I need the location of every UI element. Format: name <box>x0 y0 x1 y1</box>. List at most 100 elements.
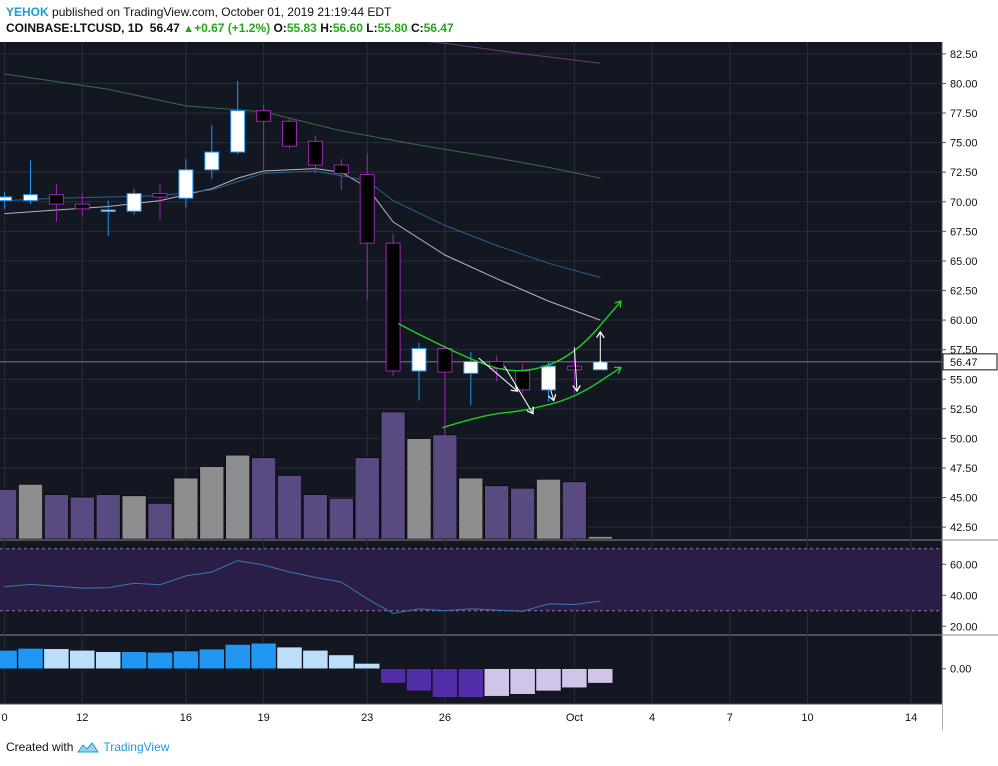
volume-bar <box>354 457 380 540</box>
macd-histogram-bar <box>302 650 329 669</box>
time-tick-label: 19 <box>257 712 269 724</box>
author-name[interactable]: YEHOK <box>6 5 49 19</box>
price-tick-label: 62.50 <box>950 286 978 298</box>
volume-bar <box>432 434 458 540</box>
last-price-tag <box>942 353 998 371</box>
down-arrow <box>545 372 554 400</box>
time-tick-label: 4 <box>649 712 655 724</box>
close-value: 56.47 <box>423 21 454 35</box>
candle-body <box>23 194 38 202</box>
price-tick-label: 82.50 <box>950 49 978 61</box>
time-tick-label: 12 <box>76 712 88 724</box>
macd-histogram-bar <box>432 668 458 698</box>
macd-histogram-bar <box>328 654 354 669</box>
candle-body <box>541 365 556 391</box>
candle-body <box>385 242 401 372</box>
macd-histogram-bar <box>561 668 588 688</box>
volume-bar <box>380 411 406 540</box>
candle-body <box>437 347 453 373</box>
tradingview-logo-icon <box>77 742 100 753</box>
macd-histogram-bar <box>69 650 96 669</box>
macd-histogram-bar <box>17 648 44 669</box>
price-axis-background <box>942 42 998 730</box>
last-price: 56.47 <box>149 21 180 35</box>
macd-histogram-bar <box>121 651 147 669</box>
volume-bar <box>303 494 328 540</box>
macd-histogram-bar <box>0 650 18 669</box>
volume-bar <box>44 494 69 540</box>
macd-histogram-bar <box>224 644 251 669</box>
chart-area[interactable]: 0 12 16 19 23 26 Oct 4 7 10 14 82.50 80.00 77.50 75.00… <box>0 42 998 732</box>
candle-body <box>333 164 349 174</box>
price-tick-label: 72.50 <box>950 167 978 179</box>
candle-body <box>230 110 246 153</box>
candle-body <box>515 370 531 391</box>
volume-bar <box>121 495 147 540</box>
down-arrow <box>504 365 532 413</box>
price-tick-label: 67.50 <box>950 226 978 238</box>
volume-bar <box>406 438 432 540</box>
created-with-label: Created with <box>6 740 74 754</box>
volume-bar <box>536 479 561 540</box>
time-tick-label: 23 <box>361 712 373 724</box>
candle-body <box>0 196 13 202</box>
publish-info: published on TradingView.com, October 01… <box>52 5 392 19</box>
price-change: +0.67 (+1.2%) <box>194 21 271 35</box>
candle-body <box>100 209 116 213</box>
time-tick-label: Oct <box>566 712 583 724</box>
macd-histogram-bar <box>535 668 562 692</box>
time-tick-label: 16 <box>180 712 192 724</box>
open-label: O: <box>273 21 287 35</box>
candle-body <box>152 192 168 198</box>
macd-histogram-bar <box>406 668 432 692</box>
symbol-label: COINBASE:LTCUSD, 1D <box>6 21 144 35</box>
macd-histogram-bar <box>43 648 70 669</box>
high-label: H: <box>320 21 333 35</box>
rsi-band <box>0 548 942 611</box>
volume-bar <box>70 496 95 540</box>
time-tick-label: 10 <box>801 712 813 724</box>
volume-bar <box>173 477 199 540</box>
price-tick-label: 80.00 <box>950 78 978 90</box>
price-tick-label: 77.50 <box>950 108 978 120</box>
price-tick-label: 55.00 <box>950 374 978 386</box>
time-tick-label: 14 <box>905 712 917 724</box>
footer: Created with TradingView <box>6 740 169 754</box>
macd-histogram-bar <box>173 650 199 669</box>
macd-histogram-bar <box>354 663 380 669</box>
candle-body <box>204 151 220 171</box>
macd-histogram-bar <box>458 668 484 698</box>
candle-body <box>256 110 272 122</box>
price-tick-label: 75.00 <box>950 138 978 150</box>
candle-body <box>411 347 427 372</box>
volume-bar <box>458 477 484 540</box>
macd-histogram-bar <box>199 648 225 669</box>
price-tick-label: 70.00 <box>950 197 978 209</box>
price-tick-label: 65.00 <box>950 256 978 268</box>
rsi-tick-label: 20.00 <box>950 621 978 633</box>
moving-average-line <box>426 42 601 64</box>
high-value: 56.60 <box>332 21 363 35</box>
candle-body <box>566 365 582 371</box>
rsi-line <box>4 560 601 615</box>
green-curve-arrow <box>397 301 621 372</box>
volume-bar <box>18 484 43 540</box>
volume-bar <box>0 489 17 540</box>
candle-body <box>359 174 375 244</box>
low-value: 55.80 <box>377 21 408 35</box>
candle-body <box>178 169 194 199</box>
volume-bar <box>277 475 302 540</box>
low-label: L: <box>366 21 378 35</box>
time-tick-label: 26 <box>439 712 451 724</box>
macd-histogram-bar <box>484 668 510 697</box>
publish-line: YEHOK published on TradingView.com, Octo… <box>6 4 454 20</box>
volume-bar <box>510 487 535 540</box>
chart-header: YEHOK published on TradingView.com, Octo… <box>6 4 454 37</box>
tradingview-brand[interactable]: TradingView <box>103 740 170 754</box>
time-tick-label: 0 <box>2 712 8 724</box>
macd-histogram-bar <box>380 668 406 684</box>
down-arrow <box>574 347 577 391</box>
last-price-tag-label: 56.47 <box>950 357 978 369</box>
candle-body <box>307 140 323 166</box>
open-value: 55.83 <box>286 21 317 35</box>
